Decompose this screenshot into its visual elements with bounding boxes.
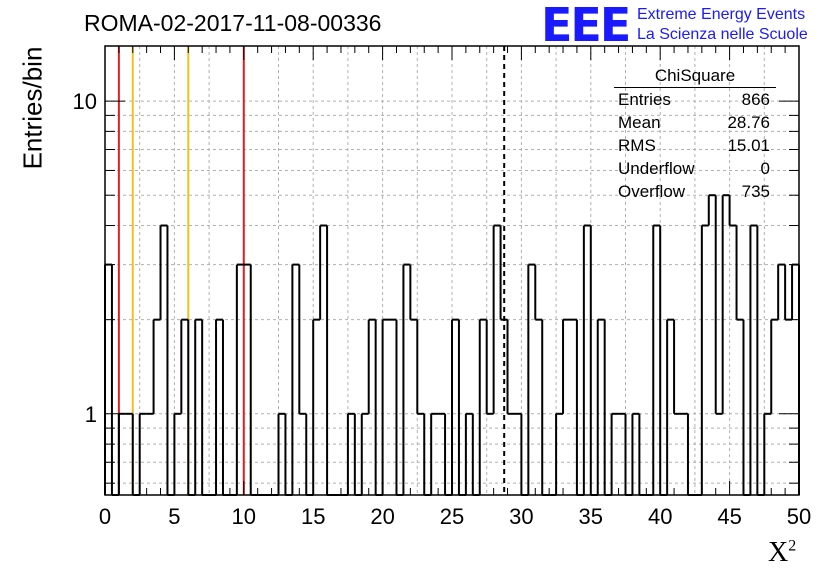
- axis-ticks: [104, 46, 800, 495]
- eee-logo: EEE: [541, 0, 631, 52]
- x-tick-label: 50: [787, 504, 811, 529]
- x-tick-label: 45: [717, 504, 741, 529]
- stats-row-underflow: Underflow 0: [612, 157, 776, 180]
- x-tick-label: 30: [509, 504, 533, 529]
- stats-label: Underflow: [618, 159, 695, 178]
- x-tick-label: 20: [370, 504, 394, 529]
- histogram-bars: [104, 194, 800, 496]
- tick-labels: 0 5 10 15 20 25 30 35 40 45 50 1 10: [73, 89, 812, 529]
- stats-value: 28.76: [727, 113, 770, 132]
- stats-label: RMS: [618, 136, 656, 155]
- stats-title: ChiSquare: [614, 66, 776, 88]
- x-tick-label: 35: [579, 504, 603, 529]
- stats-row-overflow: Overflow 735: [612, 180, 776, 203]
- x-tick-label: 0: [99, 504, 111, 529]
- stats-row-rms: RMS 15.01: [612, 134, 776, 157]
- y-tick-label: 1: [85, 402, 97, 427]
- logo-line-1: Extreme Energy Events: [637, 6, 806, 23]
- stats-value: 866: [741, 90, 770, 109]
- x-tick-label: 40: [648, 504, 672, 529]
- y-tick-label: 10: [73, 89, 97, 114]
- y-axis-label: Entries/bin: [17, 46, 48, 170]
- stats-box: ChiSquare Entries 866 Mean 28.76 RMS 15.…: [612, 66, 776, 203]
- stats-value: 15.01: [727, 136, 770, 155]
- stats-value: 0: [760, 159, 770, 178]
- x-tick-label: 25: [440, 504, 464, 529]
- stats-row-entries: Entries 866: [612, 88, 776, 111]
- logo-line-2: La Scienza nelle Scuole: [637, 26, 808, 43]
- x-axis-label: X2: [768, 537, 796, 569]
- run-title: ROMA-02-2017-11-08-00336: [84, 10, 382, 36]
- x-tick-label: 5: [168, 504, 180, 529]
- stats-label: Entries: [618, 90, 671, 109]
- stats-label: Mean: [618, 113, 661, 132]
- stats-value: 735: [741, 182, 770, 201]
- x-tick-label: 10: [232, 504, 256, 529]
- x-tick-label: 15: [301, 504, 325, 529]
- stats-row-mean: Mean 28.76: [612, 111, 776, 134]
- stats-label: Overflow: [618, 182, 686, 201]
- x-axis-label-superscript: 2: [788, 537, 797, 555]
- x-axis-label-text: X: [768, 537, 789, 568]
